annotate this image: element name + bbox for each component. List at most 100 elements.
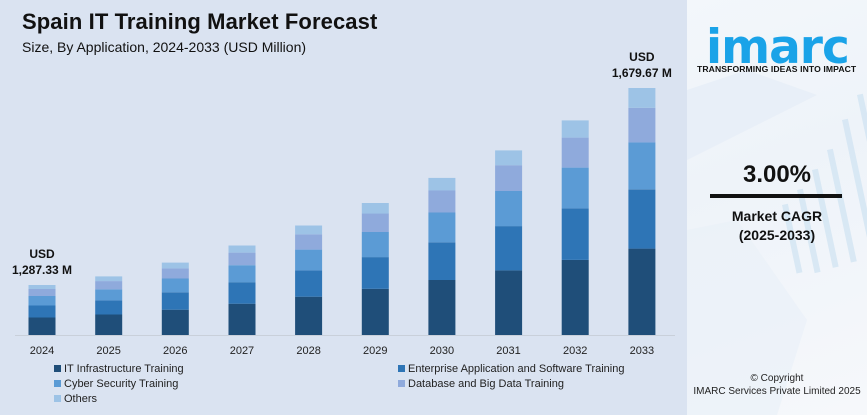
x-tick-label: 2029 [363, 345, 387, 357]
bar-segment-2028-database-and-big-data-training [295, 234, 323, 250]
side-panel: imarc TRANSFORMING IDEAS INTO IMPACT 3.0… [687, 0, 867, 415]
bar-segment-2029-cyber-security-training [361, 232, 389, 258]
bar-segment-2026-cyber-security-training [161, 278, 189, 293]
legend-label: IT Infrastructure Training [64, 363, 184, 375]
bar-stack-2028 [295, 225, 323, 335]
x-tick-label: 2033 [630, 345, 654, 357]
bar-segment-2026-enterprise-application-and-software-training [161, 292, 189, 310]
bar-segment-2031-enterprise-application-and-software-training [495, 226, 523, 271]
bar-segment-2030-cyber-security-training [428, 212, 456, 243]
chart-subtitle: Size, By Application, 2024-2033 (USD Mil… [22, 39, 307, 55]
bar-segment-2026-it-infrastructure-training [161, 309, 189, 335]
bar-segment-2024-database-and-big-data-training [28, 289, 56, 296]
bar-segment-2032-others [561, 120, 589, 138]
bar-segment-2025-others [95, 276, 123, 282]
x-tick-label: 2025 [96, 345, 120, 357]
cagr-label-text: Market CAGR [731, 208, 823, 224]
bar-stack-2031 [495, 150, 523, 335]
bar-segment-2029-enterprise-application-and-software-training [361, 257, 389, 289]
legend-swatch [54, 365, 61, 372]
bar-segment-2030-others [428, 177, 456, 191]
bar-segment-2024-cyber-security-training [28, 296, 56, 306]
bar-segment-2025-database-and-big-data-training [95, 281, 123, 290]
legend-swatch [54, 395, 61, 402]
bar-segment-2027-others [228, 245, 256, 253]
copyright: © Copyright IMARC Services Private Limit… [687, 372, 867, 398]
legend-label: Database and Big Data Training [408, 378, 564, 390]
bar-segment-2032-database-and-big-data-training [561, 137, 589, 168]
chart-title: Spain IT Training Market Forecast [22, 9, 378, 34]
bar-segment-2030-database-and-big-data-training [428, 190, 456, 213]
stacked-bar-chart: 2024 2025 2026 2027 2028 2029 2030 2031 2032 2033… [12, 50, 675, 357]
bar-segment-2030-enterprise-application-and-software-training [428, 242, 456, 280]
cagr-divider [710, 194, 842, 198]
bar-segment-2032-it-infrastructure-training [561, 259, 589, 335]
bar-segment-2025-enterprise-application-and-software-training [95, 300, 123, 315]
bar-segment-2032-cyber-security-training [561, 167, 589, 209]
total-value-label-2024: 1,287.33 M [12, 263, 72, 277]
bar-stack-2025 [95, 276, 123, 335]
x-tick-label: 2031 [496, 345, 520, 357]
total-value-label-2033: USD [629, 50, 655, 64]
logo-tagline: TRANSFORMING IDEAS INTO IMPACT [697, 64, 857, 74]
total-value-label-2033: 1,679.67 M [612, 66, 672, 80]
bar-segment-2033-enterprise-application-and-software-training [628, 189, 656, 249]
bar-segment-2028-it-infrastructure-training [295, 296, 323, 335]
bar-stack-2033 [628, 88, 656, 335]
copyright-line-1: © Copyright [750, 373, 804, 384]
x-tick-label: 2032 [563, 345, 587, 357]
bar-segment-2032-enterprise-application-and-software-training [561, 208, 589, 260]
bar-segment-2033-cyber-security-training [628, 142, 656, 190]
bar-segment-2033-database-and-big-data-training [628, 107, 656, 143]
bar-segment-2028-enterprise-application-and-software-training [295, 270, 323, 297]
cagr-period: (2025-2033) [738, 227, 816, 243]
bar-segment-2027-it-infrastructure-training [228, 303, 256, 335]
logo-wordmark: imarc [706, 20, 850, 75]
copyright-line-2: IMARC Services Private Limited 2025 [693, 386, 861, 397]
legend-swatch [54, 380, 61, 387]
x-tick-label: 2026 [163, 345, 187, 357]
bar-segment-2031-database-and-big-data-training [495, 165, 523, 191]
bar-segment-2024-others [28, 285, 56, 289]
bar-stack-2026 [161, 262, 189, 335]
bar-stack-2029 [361, 203, 389, 335]
bar-stack-2030 [428, 177, 456, 335]
bar-segment-2027-cyber-security-training [228, 265, 256, 283]
bar-segment-2029-database-and-big-data-training [361, 213, 389, 232]
bar-segment-2031-cyber-security-training [495, 191, 523, 227]
bar-segment-2028-cyber-security-training [295, 249, 323, 271]
bar-segment-2031-it-infrastructure-training [495, 270, 523, 335]
bar-segment-2033-others [628, 88, 656, 108]
legend-label: Enterprise Application and Software Trai… [408, 363, 625, 375]
total-value-label-2024: USD [29, 247, 55, 261]
legend-item: Enterprise Application and Software Trai… [398, 363, 624, 375]
legend-label: Cyber Security Training [64, 378, 179, 390]
bar-segment-2029-others [361, 203, 389, 214]
bar-segment-2026-database-and-big-data-training [161, 268, 189, 279]
bar-stack-2024 [28, 285, 56, 335]
bar-segment-2026-others [161, 262, 189, 269]
cagr-value: 3.00% [742, 161, 812, 188]
legend-item: Cyber Security Training [54, 378, 178, 390]
bar-segment-2030-it-infrastructure-training [428, 280, 456, 335]
bar-segment-2029-it-infrastructure-training [361, 288, 389, 335]
bar-segment-2028-others [295, 225, 323, 235]
bar-segment-2025-it-infrastructure-training [95, 314, 123, 335]
x-tick-label: 2024 [30, 345, 54, 357]
legend-swatch [398, 365, 405, 372]
bar-segment-2031-others [495, 150, 523, 166]
bar-stack-2032 [561, 120, 589, 335]
bar-segment-2027-database-and-big-data-training [228, 252, 256, 266]
x-tick-label: 2030 [430, 345, 454, 357]
legend-swatch [398, 380, 405, 387]
legend-label: Others [64, 393, 98, 405]
cagr-label: Market CAGR (2025-2033) [687, 207, 867, 245]
imarc-logo: imarc [697, 10, 862, 80]
x-tick-label: 2027 [230, 345, 254, 357]
bar-segment-2024-enterprise-application-and-software-training [28, 305, 56, 318]
bar-stack-2027 [228, 245, 256, 335]
legend-item: IT Infrastructure Training [54, 363, 184, 375]
x-tick-label: 2028 [296, 345, 320, 357]
bar-segment-2027-enterprise-application-and-software-training [228, 282, 256, 304]
legend-item: Database and Big Data Training [398, 378, 564, 390]
